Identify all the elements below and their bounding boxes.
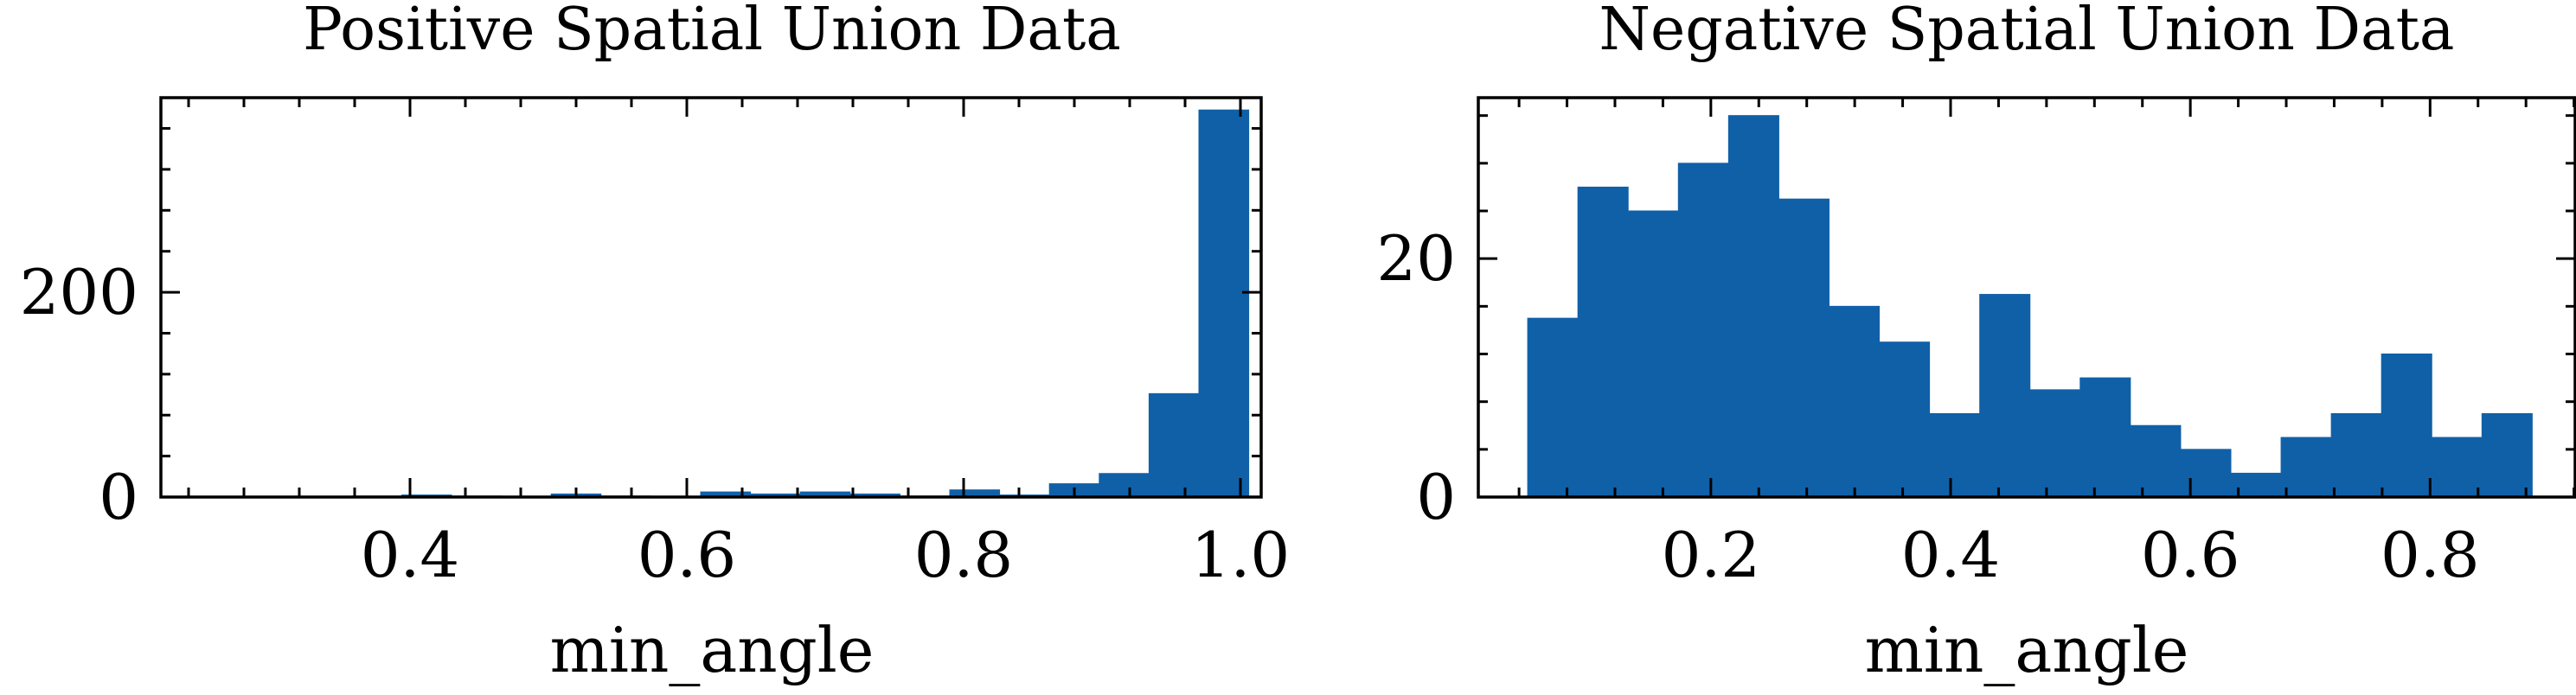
y-tick-label: 200 <box>20 256 138 328</box>
histogram-negative-panel: Negative Spatial Union Data min_angle 0.… <box>1376 0 2576 686</box>
histogram-bar <box>1099 473 1150 498</box>
x-axis-label: min_angle <box>550 614 875 686</box>
x-tick-label: 0.4 <box>361 519 460 591</box>
histogram-bar <box>2180 449 2232 498</box>
histogram-bar <box>2431 437 2483 498</box>
x-tick-label: 0.8 <box>914 519 1014 591</box>
x-tick-label: 0.2 <box>1662 519 1761 591</box>
histogram-positive-panel: Positive Spatial Union Data min_angle 0.… <box>20 0 1291 686</box>
x-tick-label: 0.8 <box>2381 519 2480 591</box>
x-tick-label: 0.6 <box>638 519 737 591</box>
histogram-bar <box>1198 109 1250 498</box>
plot-frame <box>1477 96 2576 499</box>
histogram-bar <box>1879 341 1931 498</box>
histogram-bar <box>1828 305 1881 498</box>
histogram-bar <box>2280 437 2332 498</box>
x-tick-label: 0.4 <box>1901 519 2001 591</box>
histogram-bar <box>2330 412 2382 498</box>
y-tick-label: 0 <box>1416 461 1456 533</box>
x-axis-label: min_angle <box>1865 614 2189 686</box>
chart-title: Positive Spatial Union Data <box>303 0 1121 64</box>
histogram-bar <box>1929 412 1981 498</box>
x-tick-label: 1.0 <box>1191 519 1291 591</box>
histogram-bar <box>2481 412 2533 498</box>
y-tick-label: 0 <box>99 461 138 533</box>
histogram-bar <box>1148 392 1200 498</box>
histogram-bar <box>2130 424 2182 498</box>
histogram-bar <box>1527 317 1579 498</box>
histogram-bar <box>2079 377 2131 498</box>
histogram-bar <box>1677 163 1729 498</box>
y-tick-label: 20 <box>1376 222 1456 295</box>
histogram-bar <box>2029 389 2081 498</box>
x-tick-label: 0.6 <box>2141 519 2240 591</box>
histogram-bar <box>1979 294 2031 498</box>
histogram-bar <box>1778 198 1829 498</box>
plot-frame <box>159 96 1263 499</box>
chart-title: Negative Spatial Union Data <box>1599 0 2455 64</box>
histogram-bar <box>1577 186 1629 498</box>
histogram-bar <box>2381 354 2432 498</box>
histogram-bar <box>1627 210 1679 498</box>
histogram-bar <box>1727 115 1779 498</box>
